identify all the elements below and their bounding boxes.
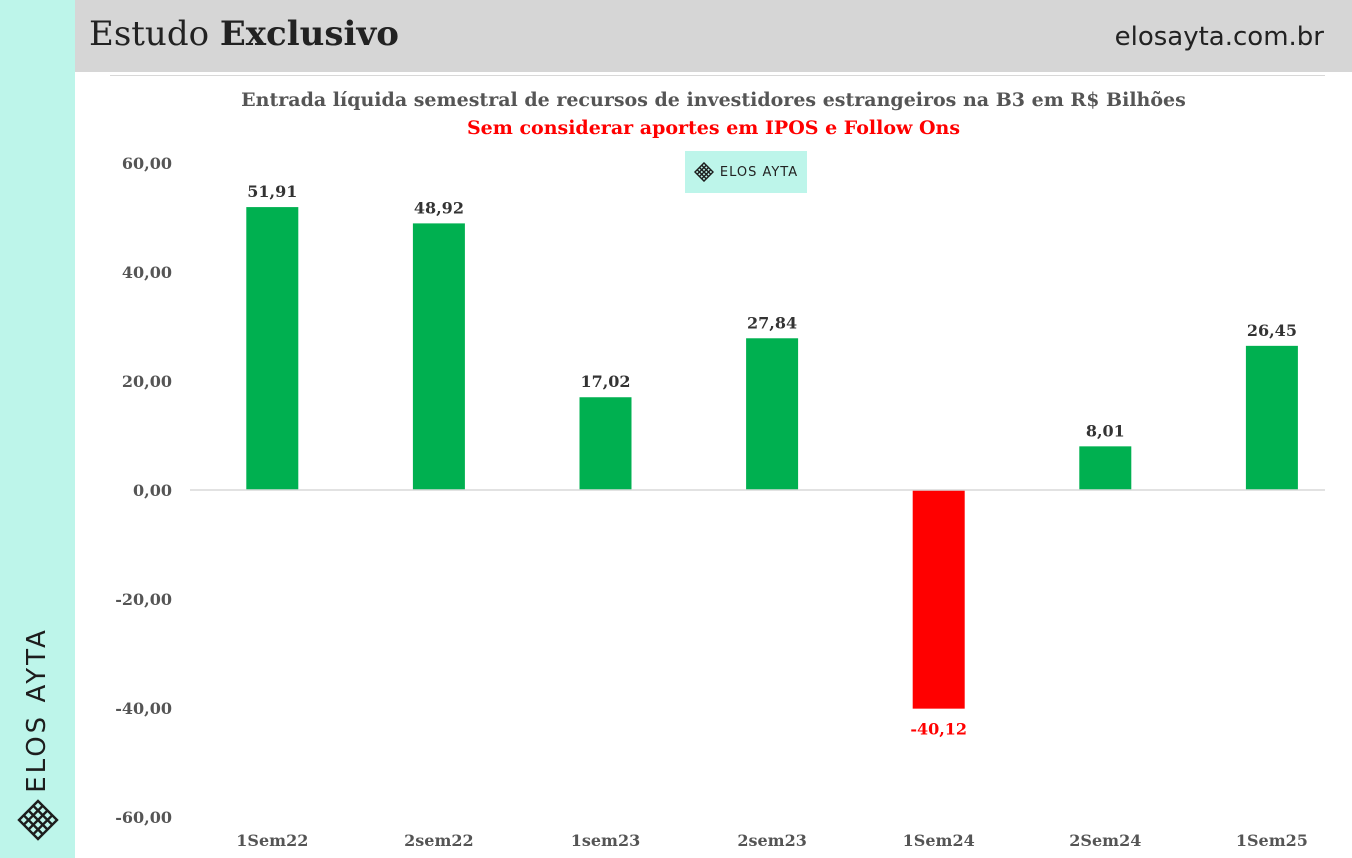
y-tick-label: -40,00 [115, 699, 172, 718]
y-tick-label: 20,00 [122, 372, 172, 391]
bar [912, 490, 965, 709]
chart-title: Entrada líquida semestral de recursos de… [241, 89, 1186, 111]
data-label: 51,91 [247, 182, 297, 201]
page-header: Estudo Exclusivo elosayta.com.br [75, 0, 1352, 72]
x-tick-label: 1Sem22 [236, 831, 308, 850]
data-label: 48,92 [414, 198, 464, 217]
badge-text: ELOS AYTA [719, 164, 799, 180]
x-tick-label: 1Sem24 [903, 831, 975, 850]
y-tick-label: 0,00 [133, 481, 172, 500]
data-label: 17,02 [580, 372, 630, 391]
y-tick-label: -60,00 [115, 808, 172, 827]
bar [1245, 345, 1298, 490]
data-label: -40,12 [910, 720, 967, 739]
bar [579, 397, 632, 490]
x-tick-label: 2sem23 [737, 831, 807, 850]
data-label: 27,84 [747, 313, 797, 332]
bar [246, 207, 299, 490]
x-tick-label: 1Sem25 [1236, 831, 1308, 850]
page-title-bold: Exclusivo [219, 14, 399, 54]
bar [1079, 446, 1132, 490]
x-tick-label: 2sem22 [404, 831, 474, 850]
page-title: Estudo Exclusivo [89, 14, 399, 54]
elos-logo-icon [17, 799, 59, 841]
brand-sidebar: ELOS AYTA [0, 0, 75, 858]
y-tick-label: -20,00 [115, 590, 172, 609]
elos-logo-icon [693, 162, 714, 182]
data-label: 8,01 [1086, 421, 1125, 440]
x-tick-label: 1sem23 [571, 831, 641, 850]
x-tick-label: 2Sem24 [1069, 831, 1141, 850]
bar [412, 223, 465, 491]
brand-badge: ELOS AYTA [685, 151, 807, 193]
chart-subtitle: Sem considerar aportes em IPOS e Follow … [466, 117, 961, 139]
site-url: elosayta.com.br [1114, 22, 1324, 52]
page-title-regular: Estudo [89, 14, 220, 54]
y-tick-label: 60,00 [122, 154, 172, 173]
y-tick-label: 40,00 [122, 263, 172, 282]
header-divider [110, 75, 1325, 76]
data-label: 26,45 [1247, 321, 1297, 340]
bar [746, 338, 799, 490]
